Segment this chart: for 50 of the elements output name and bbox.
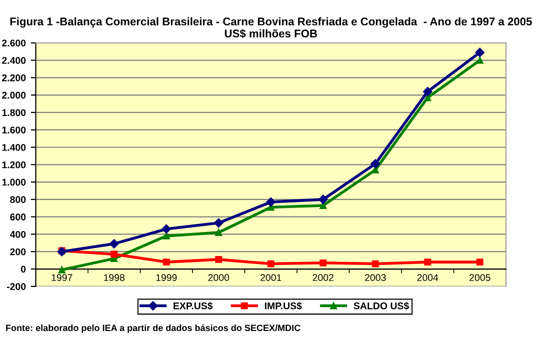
y-tick-label: 400 <box>10 230 26 238</box>
point <box>424 258 432 266</box>
y-tick-label: 0 <box>21 266 26 273</box>
y-tick-label: 2.000 <box>2 92 26 99</box>
x-tick-label: 2001 <box>260 274 282 282</box>
point <box>162 258 170 266</box>
x-tick-label: 2002 <box>312 274 334 282</box>
y-tick-label: 2.200 <box>2 74 26 82</box>
y-tick-label: 2.600 <box>2 40 26 46</box>
legend-label: EXP.US$ <box>174 302 213 310</box>
point <box>320 202 327 209</box>
source-note: Fonte: elaborado pelo IEA a partir de dados básicos do SECEX/MDIC <box>6 324 300 333</box>
y-tick-label: 1.600 <box>2 126 26 134</box>
point <box>372 260 379 268</box>
x-tick-label: 2000 <box>208 274 230 282</box>
x-tick-label: 1998 <box>104 274 125 282</box>
legend-label: IMP.US$ <box>264 302 302 310</box>
point <box>267 260 274 268</box>
y-tick-label: 600 <box>10 214 26 220</box>
y-tick-label: 1.800 <box>2 109 26 116</box>
y-tick-label: 800 <box>10 196 26 204</box>
x-tick-label: 2004 <box>417 274 438 282</box>
x-tick-label: 1999 <box>156 274 177 282</box>
point <box>475 48 484 58</box>
point <box>110 239 119 248</box>
point <box>214 218 224 228</box>
y-tick-label: 1.200 <box>2 161 26 168</box>
y-tick-label: 2.400 <box>2 57 26 64</box>
point <box>162 232 170 240</box>
x-tick-label: 2005 <box>470 274 490 282</box>
point <box>318 194 328 204</box>
point <box>423 86 432 96</box>
point <box>320 259 327 266</box>
y-tick-label: 1.000 <box>2 178 26 186</box>
point <box>215 256 222 263</box>
legend-label: SALDO US$ <box>354 302 409 310</box>
x-tick-label: 2003 <box>365 274 386 282</box>
point <box>370 159 380 168</box>
point <box>476 56 484 64</box>
y-tick-label: 200 <box>10 248 26 256</box>
point <box>476 258 484 266</box>
point <box>162 224 171 234</box>
y-tick-label: -200 <box>6 283 26 290</box>
point <box>266 197 276 207</box>
chart-title: Figura 1 -Balança Comercial Brasileira - Carne Bovina Resfriada e Congelada - Ano de 1997 a 2005 US$ milhões FOB <box>10 17 532 38</box>
y-tick-label: 1.400 <box>2 144 26 151</box>
point <box>215 229 222 236</box>
point <box>110 250 118 258</box>
point <box>58 266 66 274</box>
x-tick-label: 1997 <box>52 274 72 282</box>
